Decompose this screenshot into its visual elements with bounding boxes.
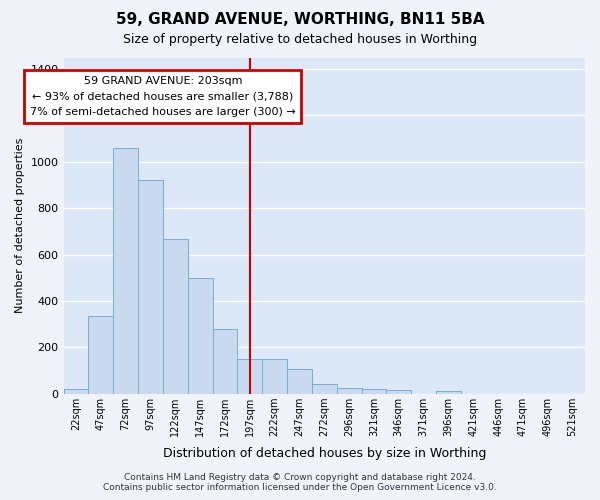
Bar	[262, 359, 287, 394]
Bar	[436, 392, 461, 394]
Bar	[212, 328, 238, 394]
Text: Contains HM Land Registry data © Crown copyright and database right 2024.
Contai: Contains HM Land Registry data © Crown c…	[103, 473, 497, 492]
Text: Size of property relative to detached houses in Worthing: Size of property relative to detached ho…	[123, 32, 477, 46]
Bar	[113, 148, 138, 394]
Bar	[337, 388, 362, 394]
Bar	[238, 359, 262, 394]
Bar	[362, 389, 386, 394]
X-axis label: Distribution of detached houses by size in Worthing: Distribution of detached houses by size …	[163, 447, 486, 460]
Bar	[163, 240, 188, 394]
Bar	[312, 384, 337, 394]
Y-axis label: Number of detached properties: Number of detached properties	[15, 138, 25, 313]
Bar	[138, 180, 163, 394]
Bar	[64, 388, 88, 394]
Text: 59, GRAND AVENUE, WORTHING, BN11 5BA: 59, GRAND AVENUE, WORTHING, BN11 5BA	[116, 12, 484, 28]
Bar	[88, 316, 113, 394]
Bar	[386, 390, 411, 394]
Bar	[188, 278, 212, 394]
Bar	[287, 370, 312, 394]
Text: 59 GRAND AVENUE: 203sqm
← 93% of detached houses are smaller (3,788)
7% of semi-: 59 GRAND AVENUE: 203sqm ← 93% of detache…	[30, 76, 296, 117]
